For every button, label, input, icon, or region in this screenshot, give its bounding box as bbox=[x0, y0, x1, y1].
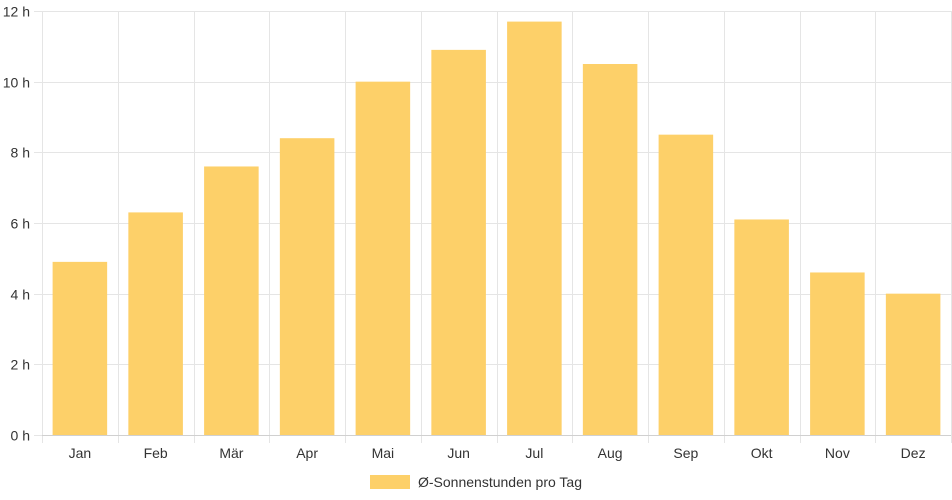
bar bbox=[658, 134, 714, 435]
x-tick-label: Apr bbox=[296, 445, 318, 461]
x-tick-label: Jan bbox=[69, 445, 92, 461]
y-tick-label: 10 h bbox=[3, 75, 30, 91]
y-tick-label: 2 h bbox=[11, 357, 30, 373]
x-tick-label: Mai bbox=[372, 445, 395, 461]
x-tick-label: Aug bbox=[598, 445, 623, 461]
bar bbox=[810, 272, 865, 435]
bar bbox=[507, 21, 562, 435]
bar bbox=[355, 81, 411, 436]
bar bbox=[431, 49, 486, 435]
x-tick-label: Mär bbox=[219, 445, 243, 461]
bar bbox=[885, 293, 941, 435]
legend[interactable]: Ø-Sonnenstunden pro Tag bbox=[0, 470, 952, 494]
bar bbox=[52, 261, 108, 435]
bar bbox=[582, 64, 638, 435]
axes: 0 h 2 h 4 h 6 h 8 h 10 h 12 h Jan Feb Mär Apr Mai Ju… bbox=[3, 4, 951, 461]
bar bbox=[204, 166, 259, 435]
y-tick-label: 4 h bbox=[11, 287, 30, 303]
x-tick-label: Jul bbox=[525, 445, 543, 461]
x-tick-label: Nov bbox=[825, 445, 850, 461]
bar-chart: 0 h 2 h 4 h 6 h 8 h 10 h 12 h Jan Feb Mär Apr Mai Ju… bbox=[3, 4, 952, 461]
y-tick-label: 6 h bbox=[11, 216, 30, 232]
x-tick-label: Feb bbox=[144, 445, 168, 461]
bar bbox=[279, 138, 335, 435]
x-tick-label: Dez bbox=[901, 445, 926, 461]
y-tick-label: 0 h bbox=[11, 428, 30, 444]
x-tick-label: Jun bbox=[447, 445, 470, 461]
x-tick-label: Sep bbox=[673, 445, 698, 461]
grid bbox=[34, 11, 952, 443]
bar bbox=[734, 219, 789, 435]
x-tick-label: Okt bbox=[751, 445, 773, 461]
legend-swatch bbox=[370, 475, 410, 489]
y-tick-label: 12 h bbox=[3, 4, 30, 20]
y-tick-label: 8 h bbox=[11, 145, 30, 161]
legend-label: Ø-Sonnenstunden pro Tag bbox=[418, 474, 582, 490]
bars bbox=[52, 21, 941, 436]
bar bbox=[128, 212, 183, 435]
